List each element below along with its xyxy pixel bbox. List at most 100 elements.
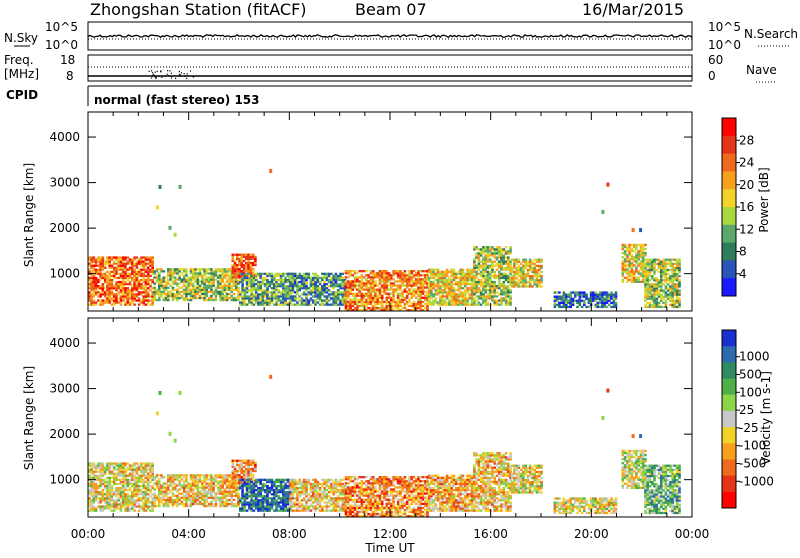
heatmap-cell: [408, 299, 411, 301]
heatmap-cell: [662, 273, 665, 275]
heatmap-cell: [678, 298, 681, 300]
heatmap-cell: [345, 303, 348, 305]
heatmap-cell: [120, 265, 123, 267]
heatmap-cell: [95, 261, 98, 263]
heatmap-cell: [383, 307, 386, 309]
heatmap-cell: [145, 501, 148, 503]
heatmap-cell: [422, 305, 425, 307]
heatmap-cell: [524, 259, 527, 261]
heatmap-cell: [253, 299, 256, 301]
nave-dip-point: [168, 75, 169, 76]
heatmap-cell: [392, 282, 395, 284]
heatmap-cell: [383, 291, 386, 293]
heatmap-cell: [676, 267, 679, 269]
heatmap-cell: [321, 304, 324, 306]
heatmap-cell: [489, 250, 492, 252]
heatmap-cell: [496, 252, 499, 254]
heatmap-cell: [115, 477, 118, 479]
heatmap-cell: [489, 277, 492, 279]
heatmap-cell: [133, 503, 136, 505]
heatmap-cell: [147, 464, 150, 466]
heatmap-cell: [298, 304, 301, 306]
heatmap-cell: [653, 296, 656, 298]
heatmap-cell: [469, 273, 472, 275]
heatmap-cell: [208, 299, 211, 301]
heatmap-cell: [131, 483, 134, 485]
heatmap-cell: [219, 484, 222, 486]
heatmap-cell: [124, 477, 127, 479]
heatmap-cell: [487, 304, 490, 306]
heatmap-cell: [500, 289, 503, 291]
heatmap-cell: [457, 295, 460, 297]
heatmap-cell: [127, 469, 130, 471]
heatmap-cell: [99, 483, 102, 485]
heatmap-cell: [314, 279, 317, 281]
heatmap-cell: [482, 246, 485, 248]
heatmap-cell: [210, 503, 213, 505]
heatmap-cell: [136, 471, 139, 473]
heatmap-cell: [160, 501, 163, 503]
heatmap-cell: [120, 471, 123, 473]
heatmap-cell: [181, 478, 184, 480]
heatmap-cell: [367, 274, 370, 276]
heatmap-cell: [247, 260, 250, 262]
heatmap-cell: [176, 478, 179, 480]
heatmap-cell: [464, 281, 467, 283]
heatmap-cell: [503, 283, 506, 285]
heatmap-cell: [245, 474, 248, 476]
heatmap-cell: [370, 284, 373, 286]
heatmap-cell: [262, 277, 265, 279]
heatmap-cell: [131, 271, 134, 273]
heatmap-cell: [253, 304, 256, 306]
heatmap-cell: [669, 279, 672, 281]
heatmap-cell: [419, 291, 422, 293]
heatmap-cell: [642, 250, 645, 252]
heatmap-cell: [603, 298, 606, 300]
heatmap-cell: [120, 487, 123, 489]
heatmap-cell: [642, 254, 645, 256]
heatmap-cell: [194, 493, 197, 495]
heatmap-cell: [646, 289, 649, 291]
heatmap-cell: [301, 297, 304, 299]
heatmap-cell: [233, 505, 236, 507]
heatmap-cell: [667, 277, 670, 279]
heatmap-cell: [522, 275, 525, 277]
heatmap-cell: [399, 305, 402, 307]
heatmap-cell: [356, 280, 359, 282]
heatmap-cell: [450, 287, 453, 289]
heatmap-cell: [511, 281, 514, 283]
heatmap-cell: [252, 258, 255, 260]
heatmap-cell: [122, 467, 125, 469]
heatmap-cell: [151, 471, 154, 473]
heatmap-cell: [399, 270, 402, 272]
heatmap-cell: [145, 477, 148, 479]
heatmap-cell: [120, 479, 123, 481]
heatmap-cell: [503, 256, 506, 258]
heatmap-cell: [226, 478, 229, 480]
heatmap-cell: [370, 291, 373, 293]
heatmap-cell: [185, 491, 188, 493]
heatmap-cell: [95, 464, 98, 466]
heatmap-cell: [395, 305, 398, 307]
heatmap-cell: [201, 278, 204, 280]
heatmap-cell: [622, 268, 625, 270]
heatmap-cell: [127, 505, 130, 507]
heatmap-cell: [253, 283, 256, 285]
heatmap-cell: [138, 293, 141, 295]
heatmap-cell: [167, 476, 170, 478]
heatmap-cell: [160, 278, 163, 280]
heatmap-cell: [363, 284, 366, 286]
heatmap-cell: [496, 256, 499, 258]
heatmap-cell: [558, 304, 561, 306]
heatmap-cell: [323, 283, 326, 285]
heatmap-cell: [185, 278, 188, 280]
heatmap-cell: [194, 297, 197, 299]
heatmap-cell: [653, 267, 656, 269]
heatmap-cell: [374, 284, 377, 286]
heatmap-cell: [527, 273, 530, 275]
heatmap-cell: [678, 291, 681, 293]
heatmap-cell: [665, 291, 668, 293]
heatmap-cell: [282, 304, 285, 306]
heatmap-cell: [381, 299, 384, 301]
heatmap-cell: [330, 277, 333, 279]
